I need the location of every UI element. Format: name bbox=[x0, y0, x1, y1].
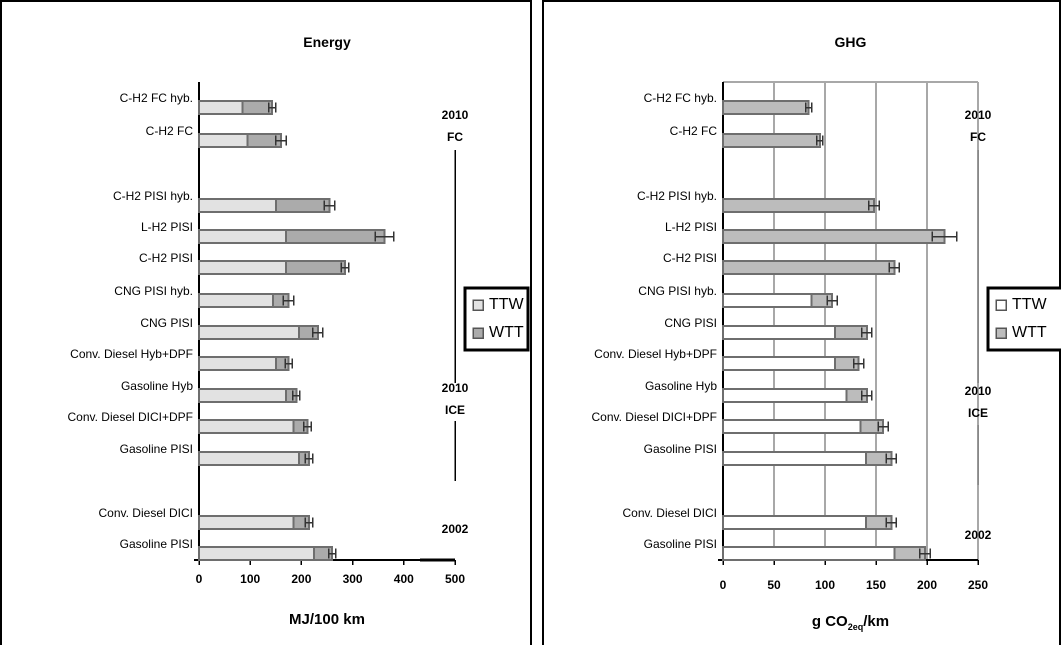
ghg-category-label: CNG PISI bbox=[664, 316, 717, 330]
energy-bar-ttw bbox=[198, 229, 288, 244]
ghg-category-label: C-H2 PISI hyb. bbox=[637, 189, 717, 203]
energy-group-label: 2010 bbox=[442, 381, 469, 395]
ghg-category-label: Gasoline PISI bbox=[644, 537, 717, 551]
ghg-x-axis-title: g CO2eq/km bbox=[812, 613, 889, 632]
energy-bar-ttw bbox=[198, 356, 277, 371]
energy-category-label: C-H2 PISI hyb. bbox=[113, 189, 193, 203]
ghg-category-label: L-H2 PISI bbox=[665, 220, 717, 234]
ghg-chart-title: GHG bbox=[835, 34, 867, 50]
energy-bar-ttw bbox=[198, 293, 275, 308]
energy-category-label: Gasoline PISI bbox=[120, 537, 193, 551]
ghg-category-label: Conv. Diesel DICI bbox=[623, 506, 717, 520]
energy-bar-ttw bbox=[198, 546, 316, 561]
ghg-bar-ttw bbox=[722, 293, 813, 308]
energy-bar-wtt bbox=[274, 198, 331, 213]
ghg-group-label: ICE bbox=[968, 406, 988, 420]
ghg-group-label: 2010 bbox=[965, 108, 992, 122]
ghg-category-label: CNG PISI hyb. bbox=[638, 284, 717, 298]
energy-group-label: 2002 bbox=[442, 522, 469, 536]
energy-x-tick-label: 500 bbox=[445, 572, 465, 586]
ghg-bar-ttw bbox=[722, 515, 867, 530]
ghg-x-tick-label: 50 bbox=[767, 578, 781, 592]
energy-category-label: C-H2 FC hyb. bbox=[120, 91, 193, 105]
ghg-bar-wtt bbox=[722, 229, 946, 244]
energy-legend-box bbox=[463, 286, 530, 352]
ghg-chart: 0 50 100 150 200 250 GHG g CO2eq/km C-H2 FC hyb.… bbox=[542, 0, 1061, 645]
ghg-category-label: Conv. Diesel DICI+DPF bbox=[592, 410, 717, 424]
ghg-bar-ttw bbox=[722, 325, 837, 340]
ghg-bar-ttw bbox=[722, 546, 896, 561]
ghg-bar-wtt bbox=[722, 133, 821, 148]
energy-category-label: C-H2 PISI bbox=[139, 251, 193, 265]
energy-x-tick-label: 100 bbox=[240, 572, 260, 586]
energy-bar-ttw bbox=[198, 260, 288, 275]
energy-category-label: Conv. Diesel DICI+DPF bbox=[68, 410, 193, 424]
ghg-group-label: 2010 bbox=[965, 384, 992, 398]
energy-category-label: Conv. Diesel Hyb+DPF bbox=[70, 347, 193, 361]
energy-category-label: CNG PISI hyb. bbox=[114, 284, 193, 298]
ghg-category-label: C-H2 FC hyb. bbox=[644, 91, 717, 105]
energy-bar-ttw bbox=[198, 100, 244, 115]
ghg-x-tick-label: 0 bbox=[720, 578, 727, 592]
energy-category-label: L-H2 PISI bbox=[141, 220, 193, 234]
energy-chart: 0 100 200 300 400 500 Energy MJ/100 km C-H2 FC h… bbox=[0, 0, 532, 645]
ghg-category-label: Conv. Diesel Hyb+DPF bbox=[594, 347, 717, 361]
energy-bar-ttw bbox=[198, 515, 295, 530]
ghg-group-label: FC bbox=[970, 130, 986, 144]
energy-x-axis-title: MJ/100 km bbox=[289, 611, 365, 628]
energy-bar-ttw bbox=[198, 419, 295, 434]
ghg-bar-ttw bbox=[722, 356, 837, 371]
ghg-legend-label: WTT bbox=[1012, 324, 1047, 341]
energy-legend-swatch bbox=[472, 299, 484, 311]
energy-group-label: FC bbox=[447, 130, 463, 144]
ghg-group-label: 2002 bbox=[965, 528, 992, 542]
ghg-bar-wtt bbox=[722, 198, 875, 213]
energy-bar-ttw bbox=[198, 451, 300, 466]
energy-bar-ttw bbox=[198, 198, 277, 213]
ghg-x-tick-label: 250 bbox=[968, 578, 988, 592]
energy-category-label: Conv. Diesel DICI bbox=[99, 506, 193, 520]
energy-category-label: Gasoline PISI bbox=[120, 442, 193, 456]
ghg-category-label: C-H2 PISI bbox=[663, 251, 717, 265]
ghg-bar-ttw bbox=[722, 451, 867, 466]
energy-bar-ttw bbox=[198, 133, 249, 148]
ghg-x-tick-label: 200 bbox=[917, 578, 937, 592]
energy-bar-wtt bbox=[285, 260, 346, 275]
ghg-legend-box bbox=[986, 286, 1061, 352]
energy-bar-wtt bbox=[241, 100, 274, 115]
energy-x-tick-label: 300 bbox=[343, 572, 363, 586]
ghg-legend-label: TTW bbox=[1012, 296, 1048, 313]
energy-chart-panel: 0 100 200 300 400 500 Energy MJ/100 km C-H2 FC h… bbox=[0, 0, 532, 645]
energy-legend-swatch bbox=[472, 327, 484, 339]
energy-bar-wtt bbox=[285, 229, 386, 244]
energy-x-tick-label: 400 bbox=[394, 572, 414, 586]
ghg-category-label: Gasoline Hyb bbox=[645, 379, 717, 393]
energy-chart-title: Energy bbox=[303, 34, 351, 50]
energy-category-label: Gasoline Hyb bbox=[121, 379, 193, 393]
energy-legend-label: TTW bbox=[489, 296, 525, 313]
ghg-bar-ttw bbox=[722, 388, 848, 403]
ghg-bar-wtt bbox=[722, 100, 810, 115]
energy-group-label: 2010 bbox=[442, 108, 469, 122]
energy-group-label: ICE bbox=[445, 403, 465, 417]
ghg-bar-wtt bbox=[722, 260, 896, 275]
ghg-x-tick-label: 150 bbox=[866, 578, 886, 592]
ghg-legend-swatch bbox=[995, 299, 1007, 311]
ghg-x-tick-label: 100 bbox=[815, 578, 835, 592]
ghg-category-label: C-H2 FC bbox=[670, 124, 718, 138]
energy-bar-ttw bbox=[198, 388, 288, 403]
energy-x-tick-label: 0 bbox=[196, 572, 203, 586]
energy-panel-border bbox=[0, 0, 532, 645]
energy-legend-label: WTT bbox=[489, 324, 524, 341]
energy-category-label: C-H2 FC bbox=[146, 124, 194, 138]
energy-bar-ttw bbox=[198, 325, 300, 340]
energy-x-tick-label: 200 bbox=[291, 572, 311, 586]
ghg-legend-swatch bbox=[995, 327, 1007, 339]
ghg-chart-panel: 0 50 100 150 200 250 GHG g CO2eq/km C-H2 FC hyb.… bbox=[542, 0, 1061, 645]
ghg-category-label: Gasoline PISI bbox=[644, 442, 717, 456]
ghg-bar-ttw bbox=[722, 419, 862, 434]
energy-category-label: CNG PISI bbox=[140, 316, 193, 330]
